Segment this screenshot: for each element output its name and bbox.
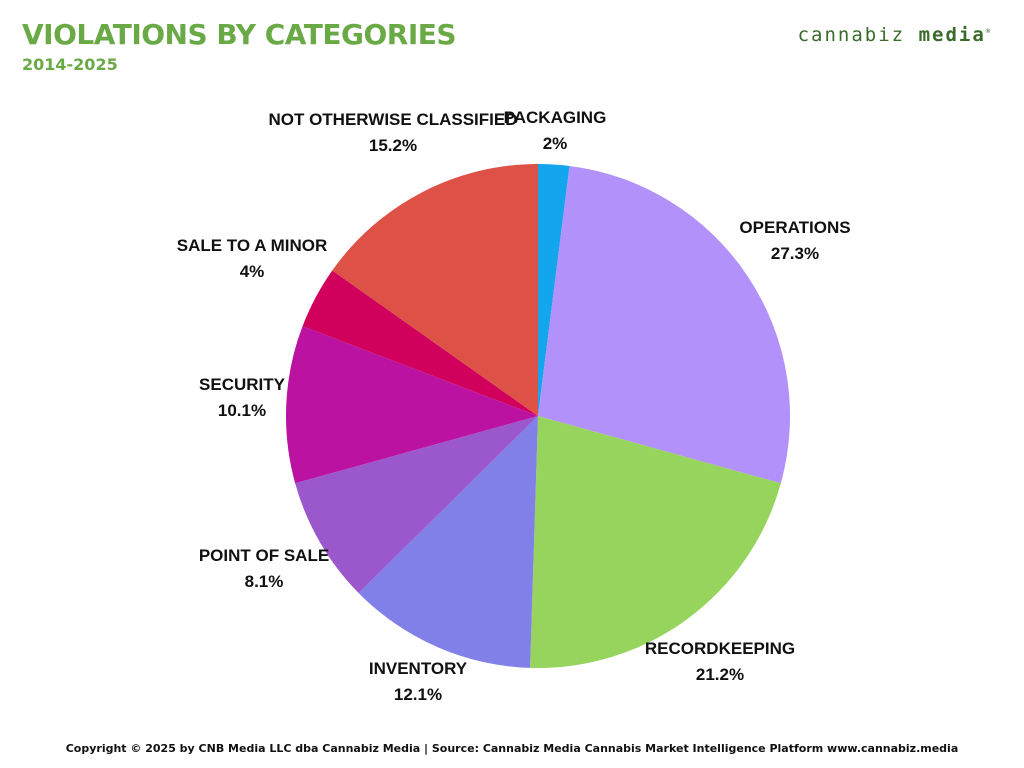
slice-label-sale-to-a-minor: SALE TO A MINOR: [177, 236, 328, 255]
pie-chart: PACKAGING 2% OPERATIONS 27.3% RECORDKEEPING 2…: [177, 108, 851, 704]
pie-slice-not-otherwise-classified: [332, 164, 538, 416]
chart-title: VIOLATIONS BY CATEGORIES: [22, 18, 457, 51]
pie-slice-security: [285, 326, 538, 484]
pie-labels: PACKAGING 2% OPERATIONS 27.3% RECORDKEEPING 2…: [177, 108, 851, 704]
slice-value-packaging: 2%: [543, 134, 568, 153]
slice-label-point-of-sale: POINT OF SALE: [199, 546, 329, 565]
logo-word-cannabiz: cannabiz: [797, 24, 906, 46]
pie-slices: [285, 164, 791, 669]
cannabiz-media-logo: cannabiz media®: [798, 24, 990, 46]
pie-slice-inventory: [358, 416, 538, 668]
slice-value-security: 10.1%: [218, 401, 266, 420]
slice-value-recordkeeping: 21.2%: [696, 665, 744, 684]
pie-slice-recordkeeping: [530, 416, 781, 669]
slice-label-not-otherwise-classified: NOT OTHERWISE CLASSIFIED: [268, 110, 517, 129]
slice-value-operations: 27.3%: [771, 244, 819, 263]
slice-value-point-of-sale: 8.1%: [245, 572, 284, 591]
slice-value-sale-to-a-minor: 4%: [240, 262, 265, 281]
slice-label-recordkeeping: RECORDKEEPING: [645, 639, 795, 658]
slice-value-not-otherwise-classified: 15.2%: [369, 136, 417, 155]
logo-trademark: ®: [985, 27, 990, 36]
chart-subtitle: 2014-2025: [22, 55, 118, 74]
pie-slice-packaging: [538, 164, 570, 416]
slice-label-inventory: INVENTORY: [369, 659, 468, 678]
pie-slice-point-of-sale: [295, 416, 538, 594]
copyright-footer: Copyright © 2025 by CNB Media LLC dba Ca…: [65, 742, 959, 755]
pie-slice-operations: [538, 165, 791, 484]
slice-label-packaging: PACKAGING: [504, 108, 607, 127]
slice-value-inventory: 12.1%: [394, 685, 442, 704]
pie-slice-sale-to-a-minor: [302, 270, 538, 416]
slice-label-operations: OPERATIONS: [739, 218, 850, 237]
slice-label-security: SECURITY: [199, 375, 286, 394]
logo-word-media: media: [918, 24, 986, 46]
